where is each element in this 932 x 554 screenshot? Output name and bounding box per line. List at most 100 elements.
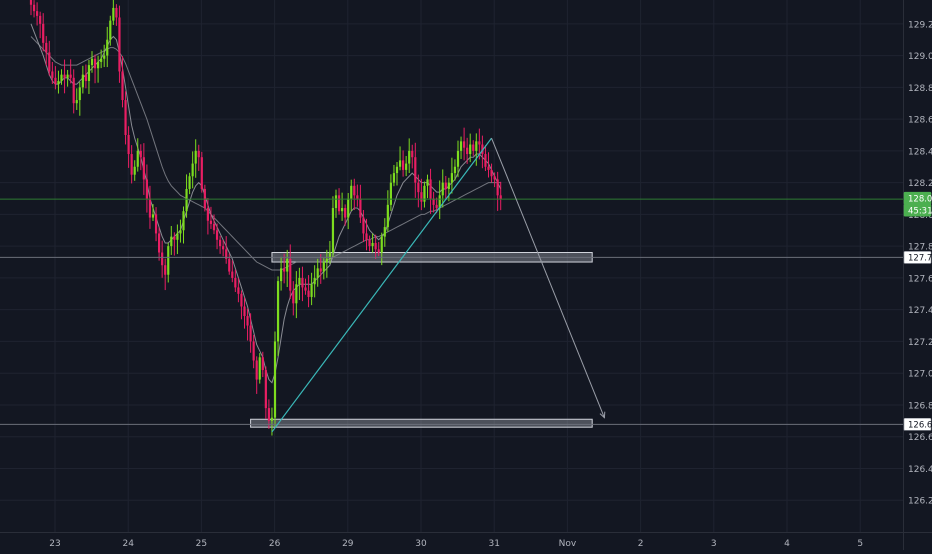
candle-body: [456, 150, 460, 167]
candle-body: [264, 370, 267, 409]
candle-body: [466, 147, 469, 155]
grid: [0, 0, 903, 532]
candle-body: [484, 154, 487, 167]
y-tick-label: 128.800: [908, 84, 932, 94]
candle-body: [405, 163, 408, 170]
candle-body: [69, 74, 72, 78]
candle-body: [151, 214, 155, 218]
x-tick-label: 26: [269, 539, 281, 549]
candle-body: [173, 236, 176, 240]
y-tick-label: 127.400: [908, 306, 932, 316]
candle-body: [374, 242, 377, 250]
candle-body: [286, 258, 289, 272]
candle-body: [334, 195, 338, 209]
candle-body: [283, 268, 286, 272]
candle-body: [231, 271, 234, 278]
candle-body: [158, 233, 161, 253]
candle-body: [447, 182, 450, 189]
candle-body: [344, 208, 347, 218]
candle-body: [100, 58, 103, 62]
candle-body: [310, 284, 313, 297]
drawings[interactable]: [0, 137, 903, 433]
candle-body: [118, 17, 121, 72]
support-zone-rect[interactable]: [250, 418, 593, 428]
candle-body: [362, 217, 365, 234]
candle-body: [402, 160, 405, 170]
candle-body: [72, 77, 75, 104]
candle-body: [29, 0, 33, 5]
candle-body: [57, 80, 60, 85]
trendline[interactable]: [271, 137, 493, 433]
candle-body: [127, 134, 130, 155]
candle-body: [225, 249, 228, 259]
candle-body: [411, 150, 414, 158]
x-tick-label: Nov: [559, 539, 577, 549]
candle-body: [66, 74, 69, 78]
candle-body: [237, 287, 240, 294]
candle-body: [383, 227, 386, 237]
candle-body: [331, 208, 335, 253]
candle-body: [255, 360, 258, 380]
candle-body: [161, 252, 164, 266]
candle-body: [463, 141, 466, 148]
candle-body: [380, 236, 383, 253]
candle-body: [475, 141, 478, 151]
candle-body: [167, 246, 170, 275]
candle-body: [365, 233, 368, 240]
price-axis[interactable]: 126.200 126.400 126.600 126.800 127.000 127.2…: [903, 0, 932, 550]
price-label-box: [903, 251, 932, 264]
candle-body: [386, 204, 389, 228]
candle-body: [368, 239, 371, 247]
time-axis[interactable]: 23 24 25 26 29 30 31 Nov 2 3 4 5: [0, 532, 932, 550]
candle-body: [194, 150, 197, 164]
y-tick-label: 126.600: [908, 433, 932, 443]
projection-arrow-line[interactable]: [491, 137, 605, 418]
candle-body: [200, 157, 203, 189]
candle-body: [42, 23, 45, 43]
candle-body: [188, 176, 191, 189]
candle-body: [249, 325, 252, 342]
candle-body: [206, 208, 209, 221]
candle-body: [139, 150, 142, 158]
candle-body: [319, 268, 322, 272]
candle-body: [90, 58, 94, 66]
candle-body: [432, 198, 435, 205]
candle-body: [276, 281, 280, 342]
candle-body: [295, 284, 298, 304]
candle-body: [261, 357, 264, 371]
candle-body: [36, 11, 39, 16]
candle-body: [292, 290, 295, 304]
candle-body: [32, 4, 36, 12]
candle-body: [106, 39, 109, 56]
candle-body: [469, 144, 472, 155]
candle-body: [444, 182, 447, 189]
candle-body: [185, 188, 188, 212]
candle-body: [435, 204, 438, 209]
candle-body: [154, 214, 158, 234]
candle-body: [313, 277, 316, 285]
y-tick-label: 129.000: [908, 52, 932, 62]
candle-body: [273, 341, 277, 418]
candle-body: [441, 182, 444, 196]
candle-body: [133, 166, 136, 175]
y-tick-label: 127.800: [908, 243, 932, 253]
candle-body: [478, 141, 481, 145]
x-tick-label: 2: [638, 539, 644, 549]
candle-body: [398, 160, 402, 167]
candle-body: [392, 173, 396, 183]
candle-body: [496, 179, 499, 196]
candle-body: [81, 74, 84, 88]
candle-body: [252, 341, 255, 361]
candle-body: [499, 195, 502, 200]
candle-body: [75, 100, 78, 104]
y-tick-label: 126.800: [908, 401, 932, 411]
candle-body: [203, 188, 206, 209]
y-tick-label: 128.600: [908, 116, 932, 126]
candle-body: [240, 293, 243, 307]
candle-body: [438, 195, 441, 209]
candle-body: [325, 258, 328, 263]
candle-body: [63, 74, 66, 78]
candle-body: [228, 258, 231, 272]
